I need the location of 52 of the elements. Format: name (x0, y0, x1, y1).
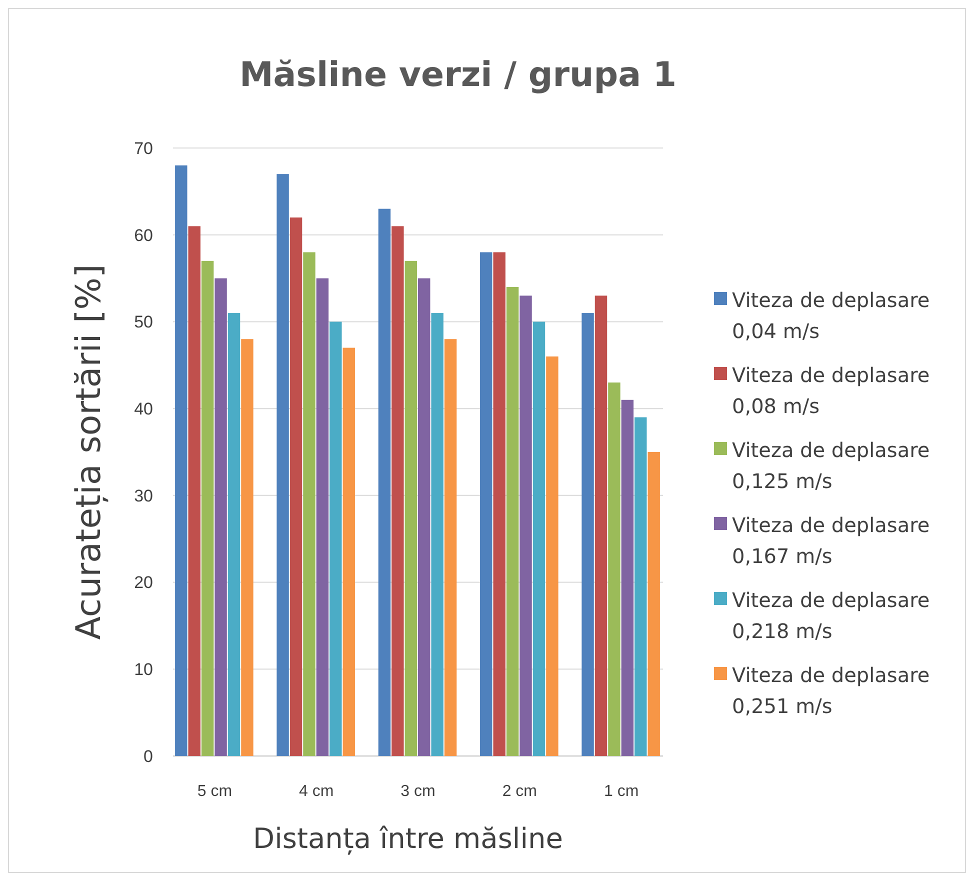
bar (444, 339, 457, 756)
y-tick-label: 50 (134, 312, 153, 332)
bar (342, 348, 355, 756)
legend-label: Viteza de deplasare 0,218 m/s (732, 588, 930, 643)
legend-label: Viteza de deplasare 0,04 m/s (732, 288, 930, 343)
legend-label: Viteza de deplasare 0,167 m/s (732, 513, 930, 568)
bar (506, 286, 519, 756)
bar (392, 226, 404, 756)
bar (582, 313, 594, 756)
bar (480, 252, 492, 756)
bar (303, 252, 316, 756)
x-tick-label: 1 cm (604, 783, 639, 800)
bar (493, 252, 506, 756)
bar (608, 382, 620, 756)
y-tick-label: 20 (134, 573, 153, 592)
bar (520, 296, 532, 756)
bar (634, 417, 647, 756)
bar (532, 322, 546, 756)
bar (621, 400, 634, 756)
x-tick-label: 2 cm (502, 783, 537, 800)
bar (546, 356, 558, 756)
bar (188, 226, 200, 756)
bar (404, 260, 417, 756)
chart-title: Măsline verzi / grupa 1 (239, 55, 677, 95)
bar (418, 278, 430, 756)
x-tick-label: 4 cm (299, 783, 334, 800)
x-tick-label: 3 cm (400, 783, 436, 800)
bar (276, 174, 289, 756)
bar (594, 296, 608, 756)
bar (431, 313, 444, 756)
bar (330, 322, 342, 756)
bar (290, 217, 302, 756)
y-tick-label: 70 (134, 138, 153, 158)
x-tick-label: 5 cm (197, 783, 232, 800)
legend-label: Viteza de deplasare 0,125 m/s (732, 438, 930, 493)
bar (241, 339, 254, 756)
y-axis-title: Acurateția sortării [%] (69, 264, 109, 640)
y-tick-label: 30 (134, 486, 153, 506)
legend-label: Viteza de deplasare 0,251 m/s (732, 663, 930, 718)
y-tick-label: 0 (144, 746, 153, 766)
y-tick-label: 10 (134, 660, 153, 680)
y-tick-label: 40 (134, 400, 153, 419)
bar (214, 278, 227, 756)
bar (378, 208, 391, 756)
bar (648, 452, 660, 756)
y-tick-label: 60 (134, 226, 153, 245)
x-axis-title: Distanța între măsline (253, 822, 563, 855)
bar (201, 260, 214, 756)
bar (316, 278, 329, 756)
legend-label: Viteza de deplasare 0,08 m/s (732, 363, 930, 418)
bar (228, 313, 240, 756)
bar (175, 165, 188, 756)
